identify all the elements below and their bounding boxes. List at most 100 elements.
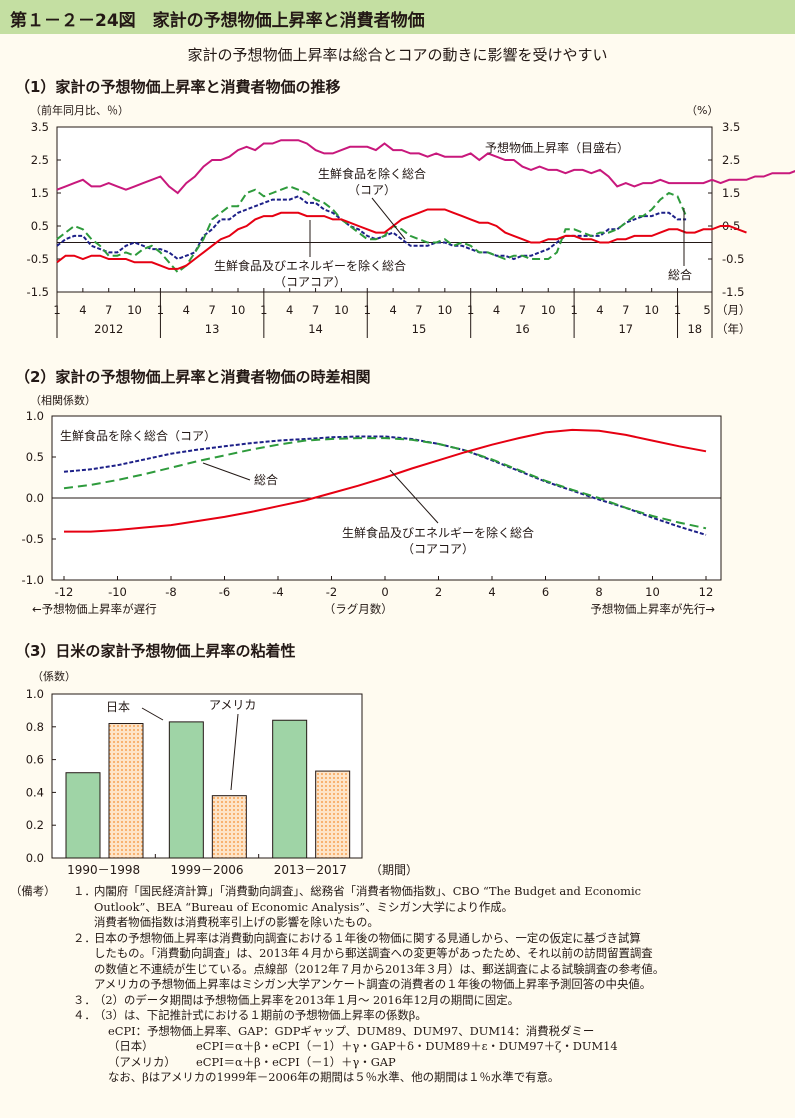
x-tick-label: -6 — [219, 585, 230, 599]
x-tick-label: 10 — [645, 585, 660, 599]
annotation-headline: 総合 — [668, 267, 692, 282]
y-tick-label: 0.0 — [26, 851, 44, 865]
x-tick-label: 10 — [334, 303, 349, 317]
x-year-unit: （年） — [716, 322, 751, 336]
annotation-corecore: 生鮮食品及びエネルギーを除く総合 — [214, 258, 406, 273]
y-tick-label: 1.0 — [26, 409, 44, 423]
x-tick-label: 5 — [703, 303, 710, 317]
x-category-label: 1999－2006 — [170, 863, 243, 877]
x-tick-label: 4 — [389, 303, 396, 317]
x-year-label: 18 — [687, 322, 702, 336]
x-tick-label: 10 — [127, 303, 142, 317]
y-tick-label-right: 3.5 — [722, 120, 740, 134]
annotation-core-leader — [371, 197, 406, 240]
y-tick-label-left: -1.5 — [27, 285, 49, 299]
bar-japan — [65, 772, 101, 859]
note-text: アメリカの予想物価上昇率はミシガン大学アンケート調査の消費者の１年後の物価上昇率… — [94, 977, 652, 991]
chart-2-lag-correlation: （相関係数） 1.0 0.5 0.0 -0.5 -1.0 -12 -10 -8 -6 -4 -2 0 2 4… — [22, 394, 722, 616]
note-formula-label: （アメリカ） — [108, 1054, 176, 1069]
y-tick-label: -1.0 — [22, 573, 44, 587]
x-tick-label: 8 — [595, 585, 602, 599]
x-tick-label: 12 — [699, 585, 714, 599]
note-lead: 予想物価上昇率が先行→ — [590, 602, 715, 616]
x-tick-label: 10 — [438, 303, 453, 317]
note-number: ２． — [73, 930, 96, 945]
x-tick-label: 4 — [488, 585, 495, 599]
y-tick-label-right: -0.5 — [722, 252, 744, 266]
x-year-label: 16 — [515, 322, 530, 336]
note-text: 消費者物価指数は消費税率引上げの影響を除いたもの。 — [94, 915, 379, 929]
figure-title-bar: 第１－２－24図 家計の予想物価上昇率と消費者物価 — [0, 0, 795, 34]
x-year-label: 17 — [618, 322, 633, 336]
x-tick-label: -10 — [108, 585, 127, 599]
note-formula: eCPI＝α＋β・eCPI（－1）＋γ・GAP — [196, 1054, 396, 1069]
y-tick-label: 0.5 — [26, 450, 44, 464]
x-tick-label: 2 — [435, 585, 442, 599]
note-formula-label: （日本） — [108, 1039, 154, 1053]
y-tick-label-left: 1.5 — [31, 186, 49, 200]
label-japan-leader — [141, 707, 164, 721]
plot-area — [51, 693, 363, 859]
y-tick-label: 1.0 — [26, 687, 44, 701]
y-tick-label-left: -0.5 — [27, 252, 49, 266]
figure-subtitle: 家計の予想物価上昇率は総合とコアの動きに影響を受けやすい — [187, 46, 608, 64]
annotation-headline-leader — [202, 462, 251, 481]
note-line: なお、βはアメリカの1999年－2006年の期間は５％水準、他の期間は１％水準で… — [10, 1070, 785, 1086]
x-month-unit: （月） — [716, 303, 751, 317]
y-tick-label-left: 2.5 — [31, 153, 49, 167]
note-number: １． — [73, 884, 96, 898]
series-headline-line — [63, 437, 707, 530]
note-formula: eCPI＝α＋β・eCPI（－1）＋γ・GAP＋δ・DUM89＋ε・DUM97＋… — [196, 1039, 618, 1053]
label-japan: 日本 — [106, 700, 130, 714]
bar-usa — [211, 795, 247, 859]
chart-3-stickiness-bars: （係数） 1.0 0.8 0.6 0.4 0.2 0.0 1990－1998 1999－2006… — [26, 670, 418, 877]
x-tick-label: 4 — [183, 303, 190, 317]
note-line: 消費者物価指数は消費税率引上げの影響を除いたもの。 — [10, 915, 785, 931]
y-tick-label-left: 3.5 — [31, 120, 49, 134]
x-tick-label: -4 — [272, 585, 283, 599]
y-tick-label-right: -1.5 — [722, 285, 744, 299]
note-text: eCPI：予想物価上昇率、GAP：GDPギャップ、DUM89、DUM97、DUM… — [108, 1023, 595, 1038]
y-tick-label: -0.5 — [22, 532, 44, 546]
chart-1-cpi-trend: （前年同月比、％） （%）3.5 3.52.5 2.51.5 1.50.5 0.5-0.5… — [27, 103, 795, 338]
x-tick-label: 7 — [312, 303, 319, 317]
x-year-label: 2012 — [94, 322, 123, 336]
annotation-corecore: 生鮮食品及びエネルギーを除く総合 — [342, 525, 534, 540]
x-tick-label: 7 — [208, 303, 215, 317]
note-text: （2）のデータ期間は予想物価上昇率を2013年１月～ 2016年12月の期間に固… — [94, 992, 520, 1007]
note-line: （日本） eCPI＝α＋β・eCPI（－1）＋γ・GAP＋δ・DUM89＋ε・DU… — [10, 1039, 785, 1055]
x-tick-label: 4 — [596, 303, 603, 317]
note-text: なお、βはアメリカの1999年－2006年の期間は５％水準、他の期間は１％水準で… — [108, 1070, 560, 1084]
bar-usa — [108, 723, 144, 859]
annotation-corecore-sub: （コアコア） — [402, 542, 474, 556]
y-tick-label: 0.6 — [26, 753, 44, 767]
series-expectation-line — [56, 139, 795, 195]
y-axis-label: （係数） — [32, 670, 76, 683]
y-tick-label-left: 0.5 — [31, 219, 49, 233]
y-axis-label-right: （%） — [686, 104, 718, 117]
x-tick-label: 6 — [542, 585, 549, 599]
notes: （備考） １． 内閣府「国民経済計算」「消費動向調査」、総務省「消費者物価指数」、C… — [10, 884, 785, 1086]
section-2-title: （2）家計の予想物価上昇率と消費者物価の時差相関 — [15, 368, 371, 386]
x-tick-label: -2 — [326, 585, 337, 599]
x-tick-label: 0 — [381, 585, 388, 599]
bar-japan — [272, 719, 308, 859]
y-tick-label: 0.2 — [26, 818, 44, 832]
series-corecore-line — [56, 208, 747, 270]
bar-japan — [168, 721, 204, 859]
y-tick-label: 0.8 — [26, 720, 44, 734]
x-category-label: 2013－2017 — [274, 863, 347, 877]
y-axis-label-left: （前年同月比、％） — [30, 103, 129, 117]
note-number: ４． — [73, 1008, 96, 1022]
annotation-expectation: 予想物価上昇率（目盛右） — [485, 140, 629, 155]
x-tick-label: 10 — [231, 303, 246, 317]
y-tick-label: 0.0 — [26, 491, 44, 505]
label-usa: アメリカ — [209, 698, 256, 712]
note-text: したもの。「消費動向調査」は、2013年４月から郵送調査への変更等があったため、… — [94, 946, 653, 960]
note-line: ４． （3）は、下記推計式における１期前の予想物価上昇率の係数β。 — [10, 1008, 785, 1024]
annotation-core: 生鮮食品を除く総合 — [318, 166, 426, 181]
x-year-label: 15 — [412, 322, 427, 336]
annotation-core-sub: （コア） — [348, 183, 396, 197]
x-tick-label: 10 — [541, 303, 556, 317]
plot-area — [56, 126, 713, 293]
